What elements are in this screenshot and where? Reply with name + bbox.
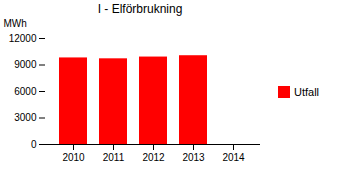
svg-text:3000: 3000 (14, 112, 37, 123)
svg-text:MWh: MWh (4, 18, 27, 29)
svg-text:2014: 2014 (222, 152, 245, 163)
svg-text:9000: 9000 (14, 59, 37, 70)
svg-text:2012: 2012 (142, 152, 165, 163)
svg-text:2011: 2011 (103, 152, 125, 163)
svg-text:2013: 2013 (182, 152, 205, 163)
svg-text:0: 0 (31, 139, 37, 150)
html-text:Utfall: Utfall (294, 86, 320, 98)
svg-text:12000: 12000 (9, 33, 37, 44)
svg-text:2010: 2010 (62, 152, 85, 163)
html-text:I - Elförbrukning: I - Elförbrukning (97, 2, 183, 16)
svg-text:6000: 6000 (14, 86, 37, 97)
